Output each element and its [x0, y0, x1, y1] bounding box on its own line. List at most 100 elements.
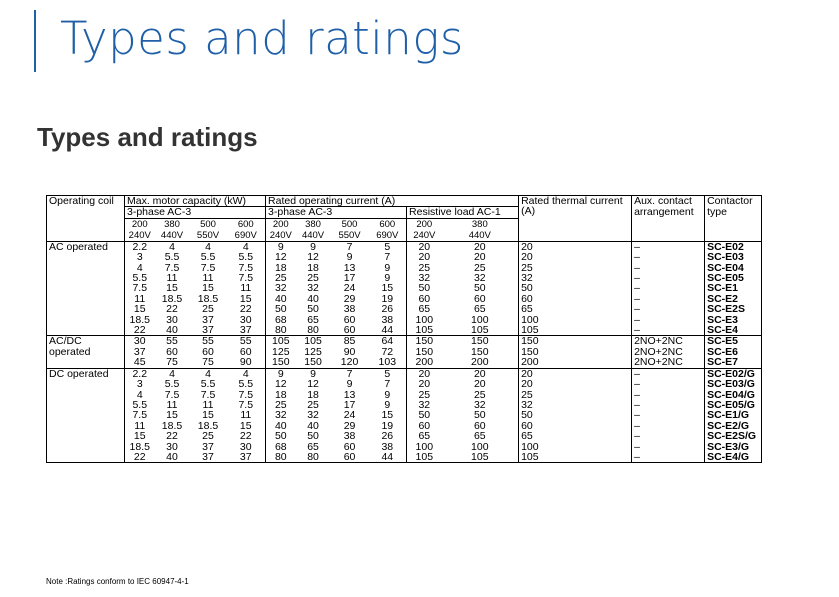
header-thermal: Rated thermal current (A) — [518, 195, 633, 242]
value-cell: 150 — [441, 346, 520, 358]
contactor-type-cell: SC-E1/G — [704, 410, 763, 421]
header-row-2: 3-phase AC-3 3-phase AC-3 Resistive load… — [47, 206, 762, 219]
value-cell: 60 — [226, 346, 267, 358]
value-cell: 105 — [441, 325, 520, 337]
value-cell: 120 — [330, 357, 369, 369]
voltage-header-cell: 380 440V — [154, 218, 190, 242]
value-cell: 45 — [124, 357, 155, 369]
value-cell: 150 — [406, 346, 442, 358]
value-cell: 9 — [368, 262, 408, 274]
value-cell: 20 — [406, 367, 442, 380]
value-cell: 9 — [265, 367, 296, 380]
title-accent-bar — [34, 10, 36, 72]
aux-contact-cell: – — [631, 293, 706, 305]
value-cell: 5.5 — [226, 379, 267, 390]
value-cell: 103 — [368, 357, 408, 369]
contactor-type-cell: SC-E04 — [704, 262, 763, 274]
thermal-current-cell: 100 — [518, 441, 633, 452]
aux-contact-cell: 2NO+2NC — [631, 346, 706, 358]
value-cell: 25 — [307, 273, 319, 284]
ratings-table: Operating coil Max. motor capacity (kW) … — [46, 194, 763, 464]
value-cell: 37 — [189, 325, 227, 337]
value-cell: 18.5 — [124, 441, 155, 452]
value-cell: 13 — [343, 262, 356, 274]
value-cell: 25 — [406, 262, 442, 274]
contactor-type-cell: SC-E2S — [704, 304, 763, 315]
value-cell: 50 — [406, 283, 442, 294]
value-cell: 18.5 — [124, 314, 155, 326]
operating-coil-cell: AC/DC operated — [46, 335, 125, 369]
value-cell: 50 — [307, 304, 319, 315]
table-row: 3 5.5 5.5 5.5 12 12 9 7 20 20 20– SC-E03/G — [47, 379, 763, 390]
value-cell: 26 — [368, 304, 408, 315]
table-row: 4 7.5 7.5 7.5 18 18 13 9 25 25 25– SC-E04 — [47, 262, 763, 274]
value-cell: 9 — [368, 389, 408, 400]
value-cell: 15 — [226, 293, 267, 305]
aux-contact-cell: – — [631, 262, 706, 274]
value-cell: 7.5 — [226, 389, 267, 400]
value-cell: 40 — [307, 420, 319, 432]
value-cell: 90 — [226, 357, 267, 369]
value-cell: 5.5 — [124, 399, 155, 411]
value-cell: 105 — [295, 335, 331, 347]
value-cell: 18 — [307, 389, 319, 400]
value-cell: 15 — [166, 410, 178, 421]
section-title: Types and ratings — [37, 122, 258, 152]
contactor-type-cell: SC-E7 — [704, 357, 763, 369]
value-cell: 19 — [368, 293, 408, 305]
header-three-phase-motor: 3-phase AC-3 — [123, 206, 267, 219]
aux-contact-cell: – — [631, 441, 706, 452]
value-cell: 18 — [265, 262, 296, 274]
value-cell: 11 — [226, 283, 267, 294]
value-cell: 37 — [124, 346, 155, 358]
contactor-type-cell: SC-E4/G — [704, 451, 763, 464]
value-cell: 100 — [406, 314, 442, 326]
value-cell: 150 — [265, 357, 296, 369]
value-cell: 50 — [406, 410, 442, 421]
value-cell: 32 — [441, 273, 520, 284]
value-cell: 7.5 — [164, 389, 180, 400]
value-cell: 5.5 — [164, 252, 180, 263]
value-cell: 7 — [368, 379, 408, 390]
value-cell: 50 — [265, 431, 296, 442]
value-cell: 30 — [226, 314, 267, 326]
value-cell: 40 — [154, 451, 190, 464]
value-cell: 7 — [330, 240, 369, 253]
value-cell: 75 — [189, 357, 227, 369]
voltage-top: 600 — [379, 218, 396, 230]
value-cell: 20 — [441, 379, 520, 390]
value-cell: 11 — [124, 293, 155, 305]
value-cell: 7.5 — [124, 410, 155, 421]
value-cell: 68 — [265, 314, 296, 326]
value-cell: 50 — [265, 304, 296, 315]
aux-contact-cell: – — [631, 252, 706, 263]
value-cell: 9 — [368, 273, 408, 284]
aux-contact-cell: – — [631, 367, 706, 380]
voltage-top: 380 — [305, 218, 321, 230]
header-operating-coil: Operating coil — [46, 195, 125, 242]
value-cell: 75 — [154, 357, 190, 369]
table-row: 15 22 25 22 50 50 38 26 65 65 65– SC-E2S — [47, 304, 763, 315]
value-cell: 37 — [226, 325, 267, 337]
value-cell: 7.5 — [200, 389, 216, 400]
value-cell: 7.5 — [226, 273, 267, 284]
value-cell: 4 — [226, 240, 267, 253]
value-cell: 30 — [166, 314, 178, 326]
value-cell: 4 — [189, 240, 227, 253]
value-cell: 100 — [441, 441, 520, 452]
value-cell: 38 — [343, 304, 356, 315]
value-cell: 7 — [330, 367, 369, 380]
value-cell: 18 — [265, 389, 296, 400]
value-cell: 50 — [307, 431, 319, 442]
aux-contact-cell: 2NO+2NC — [631, 335, 706, 347]
value-cell: 32 — [307, 410, 319, 421]
contactor-type-cell: SC-E6 — [704, 346, 763, 358]
value-cell: 40 — [307, 293, 319, 305]
value-cell: 13 — [343, 389, 356, 400]
voltage-top: 380 — [164, 218, 180, 230]
voltage-top: 200 — [131, 218, 148, 230]
contactor-type-cell: SC-E03/G — [704, 379, 763, 390]
voltage-bottom: 690V — [376, 229, 399, 241]
contactor-type-cell: SC-E02/G — [704, 367, 763, 380]
value-cell: 20 — [406, 379, 442, 390]
